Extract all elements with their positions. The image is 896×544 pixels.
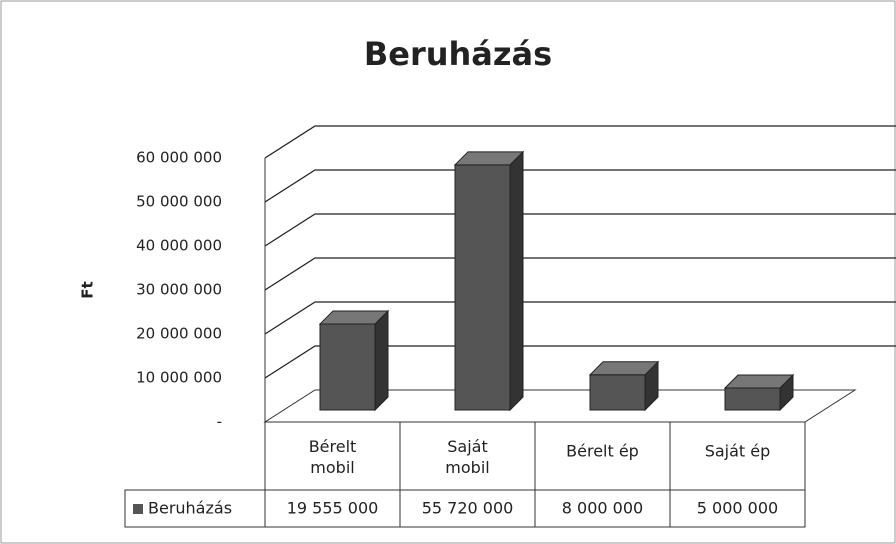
bar-front: [454, 164, 511, 411]
bar-top: [453, 151, 525, 166]
bar-top: [318, 310, 390, 325]
bar-front: [319, 323, 376, 411]
y-tick-label: 30 000 000: [136, 281, 222, 299]
bar: [453, 150, 525, 412]
grid-line: [264, 213, 896, 247]
y-tick-label: 10 000 000: [136, 369, 222, 387]
grid-line: [264, 301, 896, 335]
legend-key: [133, 504, 143, 514]
grid-line: [264, 125, 896, 159]
bar-top: [588, 361, 660, 376]
x-tick-label: Saját mobil: [445, 437, 489, 477]
y-axis-label: Ft: [79, 281, 97, 298]
y-tick-label: 20 000 000: [136, 325, 222, 343]
data-label: 8 000 000: [562, 499, 643, 518]
bar: [318, 309, 390, 412]
x-tick-label: Saját ép: [705, 442, 771, 461]
bar: [588, 360, 660, 412]
grid-line: [264, 345, 896, 379]
bar-top: [723, 374, 795, 389]
bar: [723, 373, 795, 412]
x-tick-label: Bérelt ép: [566, 442, 639, 461]
bar-side: [509, 150, 524, 412]
table-value-cell: [669, 489, 806, 528]
data-label: 19 555 000: [287, 499, 379, 518]
data-label: 55 720 000: [422, 499, 514, 518]
data-label: 5 000 000: [697, 499, 778, 518]
x-tick-label: Bérelt mobil: [309, 437, 357, 477]
grid-line: [264, 257, 896, 291]
bar-side: [374, 309, 389, 412]
y-tick-label: 60 000 000: [136, 149, 222, 167]
bar-front: [724, 387, 781, 411]
grid-line: [264, 169, 896, 203]
y-tick-label: -: [217, 413, 222, 431]
y-tick-label: 50 000 000: [136, 193, 222, 211]
y-tick-label: 40 000 000: [136, 237, 222, 255]
legend-label: Beruházás: [148, 499, 232, 518]
chart-title: Beruházás: [364, 35, 552, 73]
bar-front: [589, 374, 646, 411]
